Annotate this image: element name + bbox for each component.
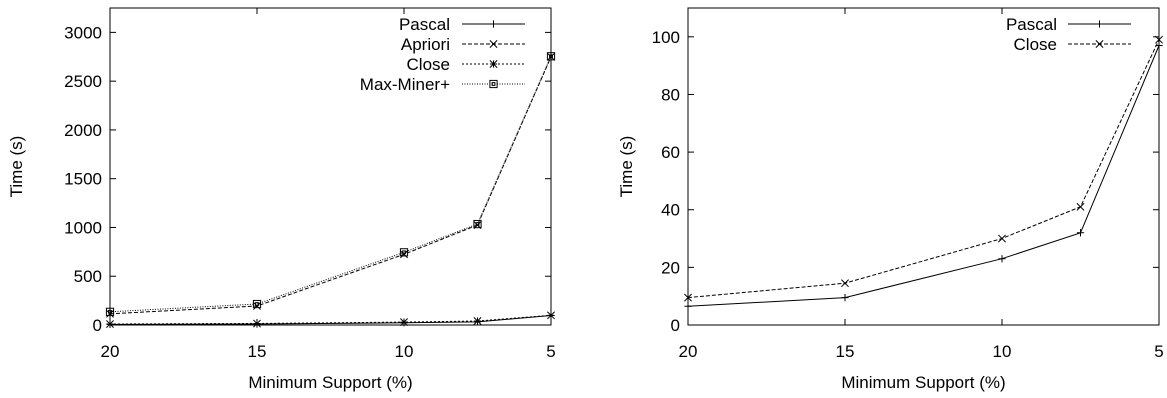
y-tick-label: 1000 [64,218,102,237]
y-tick-label: 0 [93,316,102,335]
chart-right: 0 20 40 60 80 100 20 15 10 5 Minimum Support (%) Ti… [617,7,1164,392]
data-point-box [105,307,115,316]
data-point [105,307,115,316]
data-point-box [252,299,262,309]
legend-label: Close [1014,35,1057,54]
legend-marker [489,40,498,48]
legend-marker [1095,40,1104,48]
legend-marker-box [489,79,498,89]
y-tick-label: 3000 [64,23,102,42]
data-point [684,302,692,310]
x-tick-label: 20 [679,342,698,361]
y-tick-label: 2500 [64,72,102,91]
y-tick-label: 2000 [64,121,102,140]
data-point-inner [108,309,112,314]
data-point-inner [475,222,480,226]
data-point [841,279,849,288]
y-tick-label: 40 [661,201,680,220]
data-point [400,318,408,327]
series-line [687,45,1160,307]
data-point [106,320,114,328]
series-star [106,311,555,328]
series-cross [684,35,1163,302]
x-tick-label: 15 [248,342,267,361]
legend-marker [489,79,498,89]
data-point [841,294,849,302]
x-tick-label: 20 [101,342,120,361]
legend-label: Pascal [399,15,450,34]
x-tick-label: 5 [546,342,555,361]
series-square [105,52,556,316]
data-point [1076,229,1085,237]
data-point [473,317,482,325]
series-line [109,56,552,313]
legend-marker [1095,20,1104,28]
data-point [253,302,261,310]
data-point [399,248,409,257]
y-tick-label: 80 [661,85,680,104]
series-line [109,314,552,325]
y-tick-label: 60 [661,143,680,162]
y-tick-label: 20 [661,258,680,277]
legend-label: Max-Miner+ [360,75,450,94]
legend-marker [489,60,498,68]
series-line [109,56,552,315]
plot-frame [109,7,552,326]
y-tick-label: 500 [74,267,102,286]
plot-frame [687,7,1160,326]
x-tick-label: 10 [395,342,414,361]
data-point-box [399,248,409,257]
y-tick-label: 0 [671,316,680,335]
x-axis-label: Minimum Support (%) [841,373,1005,392]
y-axis-label: Time (s) [7,136,26,198]
y-axis-label: Time (s) [617,136,636,198]
data-point [546,52,556,61]
data-point [547,311,555,320]
data-point [684,293,692,302]
data-point [473,219,482,229]
legend-marker [489,20,498,28]
data-point [1076,202,1085,211]
chart-left: 0 500 1000 1500 2000 2500 3000 20 15 10 5 Minimum S… [7,7,556,392]
data-point [1155,35,1163,44]
data-point-box [546,52,556,61]
legend-label: Apriori [401,35,450,54]
data-point [253,319,261,328]
data-point [547,52,555,61]
x-axis-label: Minimum Support (%) [248,373,412,392]
series-line [687,39,1160,299]
data-point [998,255,1006,263]
legend-label: Pascal [1006,15,1057,34]
data-point [106,309,114,318]
data-point-inner [549,54,553,59]
data-point-inner [255,302,259,306]
y-tick-label: 100 [652,28,680,47]
x-tick-label: 15 [836,342,855,361]
legend-label: Close [407,55,450,74]
data-point-box [473,219,482,229]
data-point-inner [402,250,406,255]
series-plus [684,41,1163,310]
data-point [998,234,1006,243]
y-tick-label: 1500 [64,170,102,189]
data-point [252,299,262,309]
x-tick-label: 5 [1154,342,1163,361]
legend-marker-inner [491,82,496,86]
x-tick-label: 10 [993,342,1012,361]
